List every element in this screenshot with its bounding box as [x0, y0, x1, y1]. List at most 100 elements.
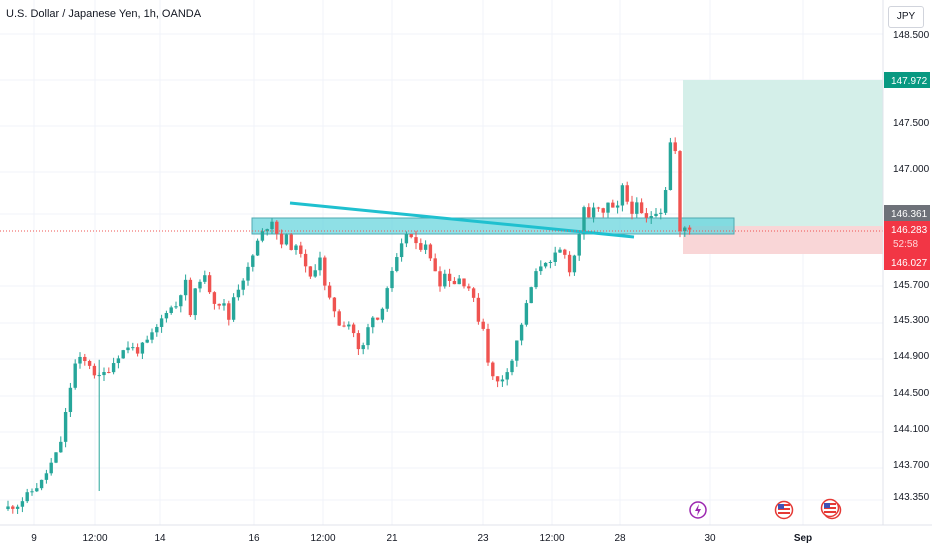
candle-body [659, 212, 663, 214]
candle-body [289, 234, 293, 250]
candle-body [361, 345, 365, 350]
candle-body [73, 363, 77, 388]
symbol-title[interactable]: U.S. Dollar / Japanese Yen, 1h, OANDA [6, 8, 202, 20]
candle-body [663, 190, 668, 213]
candle-body [543, 262, 548, 267]
candle-body [519, 324, 524, 341]
candle-body [375, 317, 380, 320]
candle-body [337, 311, 341, 326]
candle-body [620, 185, 625, 206]
candle-body [231, 297, 236, 320]
candle-body [111, 363, 116, 373]
candle-body [371, 317, 375, 328]
candle-body [558, 249, 562, 253]
candle-body [92, 365, 97, 376]
price-tick: 147.000 [893, 164, 930, 175]
price-tick: 144.100 [893, 424, 930, 435]
candle-body [327, 285, 332, 298]
candle-body [342, 325, 346, 327]
candle-body [174, 306, 178, 308]
candle-body [423, 244, 428, 250]
profit-zone[interactable] [683, 80, 883, 226]
price-tick: 143.700 [893, 460, 930, 471]
candle-body [203, 275, 207, 282]
candle-body [347, 324, 351, 327]
candle-body [351, 324, 356, 334]
time-tick: 12:00 [310, 533, 335, 544]
candle-body [678, 151, 682, 232]
candle-body [399, 243, 404, 258]
candle-body [395, 257, 399, 271]
price-axis[interactable]: 148.500 147.500 147.000 145.700 145.300 … [882, 0, 930, 525]
candle-body [433, 258, 437, 272]
us-flag-icon[interactable] [820, 498, 842, 520]
candle-body [236, 289, 241, 298]
candle-body [207, 275, 212, 293]
candle-body [644, 213, 649, 218]
candle-body [198, 281, 202, 289]
candle-body [126, 347, 130, 351]
candle-body [251, 255, 255, 267]
lightning-icon[interactable] [689, 501, 707, 519]
candle-body [131, 347, 135, 349]
candle-body [524, 303, 529, 325]
candle-body [275, 221, 279, 234]
candle-body [107, 371, 111, 373]
candle-body [164, 313, 169, 319]
us-flag-icon[interactable] [774, 500, 794, 520]
current-price-label: 146.361 [891, 209, 928, 220]
candle-body [356, 333, 361, 350]
candle-body [515, 340, 519, 361]
candle-body [534, 271, 538, 288]
candle-body [159, 318, 164, 327]
candle-body [467, 286, 471, 289]
candle-body [500, 379, 505, 382]
target-price-label-bg [884, 72, 930, 88]
candle-body [323, 257, 327, 286]
candle-body [567, 254, 572, 273]
time-tick: Sep [794, 533, 812, 544]
candle-body [318, 257, 322, 271]
candle-body [596, 207, 601, 209]
candle-body [270, 221, 274, 230]
price-tick: 143.350 [893, 492, 930, 503]
candle-body [438, 271, 442, 287]
candle-body [140, 342, 145, 354]
time-tick: 9 [31, 533, 37, 544]
candle-body [260, 231, 265, 241]
candle-body [155, 326, 159, 333]
price-tick: 147.500 [893, 118, 930, 129]
candle-body [188, 279, 193, 316]
candle-body [241, 280, 245, 290]
candle-body [414, 237, 418, 244]
currency-selector[interactable]: JPY [888, 6, 924, 28]
candle-body [476, 297, 481, 322]
candle-body [630, 201, 634, 214]
candle-body [54, 452, 58, 463]
current-price-label-bg [884, 205, 930, 221]
time-tick: 12:00 [82, 533, 107, 544]
candle-body [179, 295, 183, 307]
candle-body [582, 207, 586, 235]
candle-body [183, 279, 188, 296]
candle-body [539, 266, 543, 272]
candle-body [25, 492, 29, 502]
candle-body [87, 361, 92, 366]
candle-body [83, 356, 87, 362]
candle-body [121, 350, 125, 359]
candle-body [495, 376, 500, 382]
time-tick: 30 [704, 533, 716, 544]
candle-body [673, 142, 677, 152]
candle-body [63, 412, 68, 442]
candle-body [625, 185, 629, 202]
support-zone[interactable] [251, 217, 735, 235]
candle-body [639, 202, 644, 214]
candle-body [462, 278, 466, 287]
candle-body [366, 327, 370, 346]
candle-body [563, 249, 567, 255]
candle-body [486, 328, 490, 363]
candle-body [284, 234, 289, 245]
time-axis[interactable]: 9 12:00 14 16 12:00 21 23 12:00 28 30 Se… [0, 524, 932, 544]
candle-body [601, 208, 605, 213]
